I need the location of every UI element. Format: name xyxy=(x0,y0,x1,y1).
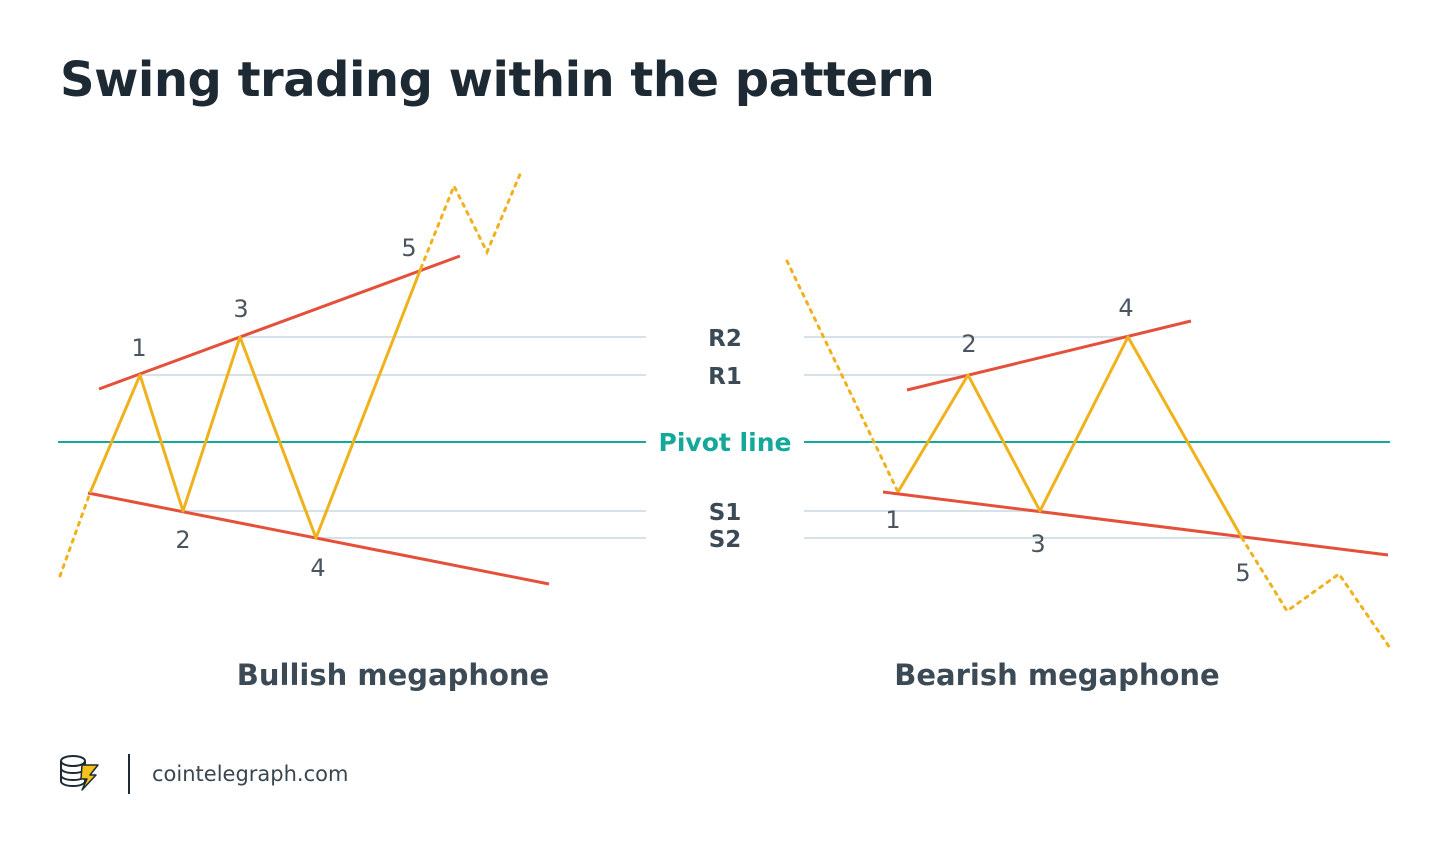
bullish-point-3: 3 xyxy=(233,295,248,323)
bullish-upper-trendline xyxy=(98,254,461,391)
bearish-point-4: 4 xyxy=(1118,294,1133,322)
bearish-point-3: 3 xyxy=(1030,530,1045,558)
bullish-breakout-dotted-path xyxy=(419,170,523,270)
bullish-point-4: 4 xyxy=(310,554,325,582)
pivot-label: Pivot line xyxy=(659,428,792,457)
footer-divider xyxy=(128,754,130,794)
bullish-point-2: 2 xyxy=(175,526,190,554)
s2-label: S2 xyxy=(709,527,742,553)
bearish-point-5: 5 xyxy=(1235,559,1250,587)
bullish-entry-dotted-path xyxy=(58,491,92,578)
bearish-entry-dotted-path xyxy=(785,259,900,494)
cointelegraph-logo-icon xyxy=(58,752,102,796)
bullish-lower-trendline xyxy=(87,491,550,586)
bearish-point-1: 1 xyxy=(885,506,900,534)
footer: cointelegraph.com xyxy=(58,752,348,796)
s1-label: S1 xyxy=(709,500,742,526)
bullish-point-1: 1 xyxy=(131,334,146,362)
bearish-price-path xyxy=(896,335,1244,539)
r1-label: R1 xyxy=(708,364,742,390)
bearish-caption: Bearish megaphone xyxy=(894,658,1219,692)
bullish-price-path xyxy=(88,267,423,540)
bearish-breakdown-dotted-path xyxy=(1240,536,1392,650)
bearish-upper-trendline xyxy=(906,319,1192,392)
bullish-point-5: 5 xyxy=(401,234,416,262)
bearish-lower-trendline xyxy=(882,490,1389,557)
bullish-caption: Bullish megaphone xyxy=(237,658,549,692)
page-title: Swing trading within the pattern xyxy=(60,52,935,108)
bearish-point-2: 2 xyxy=(961,330,976,358)
r2-label: R2 xyxy=(708,326,742,352)
footer-site-link[interactable]: cointelegraph.com xyxy=(152,762,349,786)
